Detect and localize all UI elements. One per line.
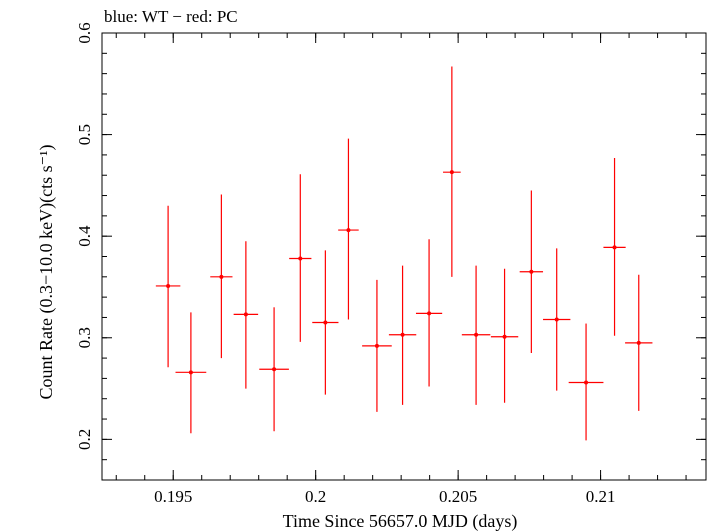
data-point — [519, 190, 544, 354]
data-point — [443, 66, 461, 277]
y-tick-label: 0.5 — [75, 124, 94, 145]
data-point — [312, 250, 339, 395]
data-marker — [243, 312, 248, 317]
data-marker — [166, 283, 171, 288]
x-tick-label: 0.2 — [305, 487, 326, 506]
data-point — [175, 312, 207, 434]
plot-frame — [101, 32, 707, 481]
data-marker — [449, 170, 454, 175]
data-marker — [529, 269, 534, 274]
data-point — [543, 248, 571, 391]
data-point — [388, 265, 417, 405]
data-point — [625, 274, 653, 411]
data-marker — [323, 320, 328, 325]
data-marker — [636, 340, 641, 345]
data-marker — [346, 228, 351, 233]
y-tick-label: 0.6 — [75, 22, 94, 43]
x-tick-label: 0.205 — [439, 487, 477, 506]
data-point — [461, 265, 491, 405]
data-marker — [474, 332, 479, 337]
data-marker — [554, 317, 559, 322]
axes-ticks: 0.195 0.2 0.205 0.21 0.2 0.3 0.4 0.5 0.6 — [75, 22, 706, 506]
data-point — [568, 323, 604, 441]
y-axis-label: Count Rate (0.3−10.0 keV)(cts s⁻¹) — [36, 144, 57, 399]
data-point — [233, 241, 259, 389]
chart-title: blue: WT − red: PC — [104, 7, 238, 26]
x-tick-label: 0.21 — [586, 487, 616, 506]
x-axis-label: Time Since 56657.0 MJD (days) — [283, 511, 518, 532]
x-tick-label: 0.195 — [154, 487, 192, 506]
data-points — [155, 66, 653, 441]
data-point — [210, 194, 233, 359]
data-marker — [502, 334, 507, 339]
data-marker — [219, 274, 224, 279]
data-marker — [400, 332, 405, 337]
y-tick-label: 0.2 — [75, 429, 94, 450]
data-marker — [272, 367, 277, 372]
y-tick-label: 0.3 — [75, 327, 94, 348]
data-marker — [298, 256, 303, 261]
data-marker — [612, 245, 617, 250]
data-marker — [374, 343, 379, 348]
data-marker — [188, 370, 193, 375]
data-point — [289, 174, 312, 342]
data-marker — [427, 311, 432, 316]
data-point — [338, 138, 359, 320]
data-point — [415, 239, 443, 387]
data-point — [155, 205, 181, 368]
data-marker — [584, 380, 589, 385]
y-tick-label: 0.4 — [75, 225, 94, 247]
data-point — [259, 307, 289, 432]
data-point — [362, 279, 392, 412]
data-point — [490, 268, 519, 403]
data-point — [603, 157, 626, 336]
